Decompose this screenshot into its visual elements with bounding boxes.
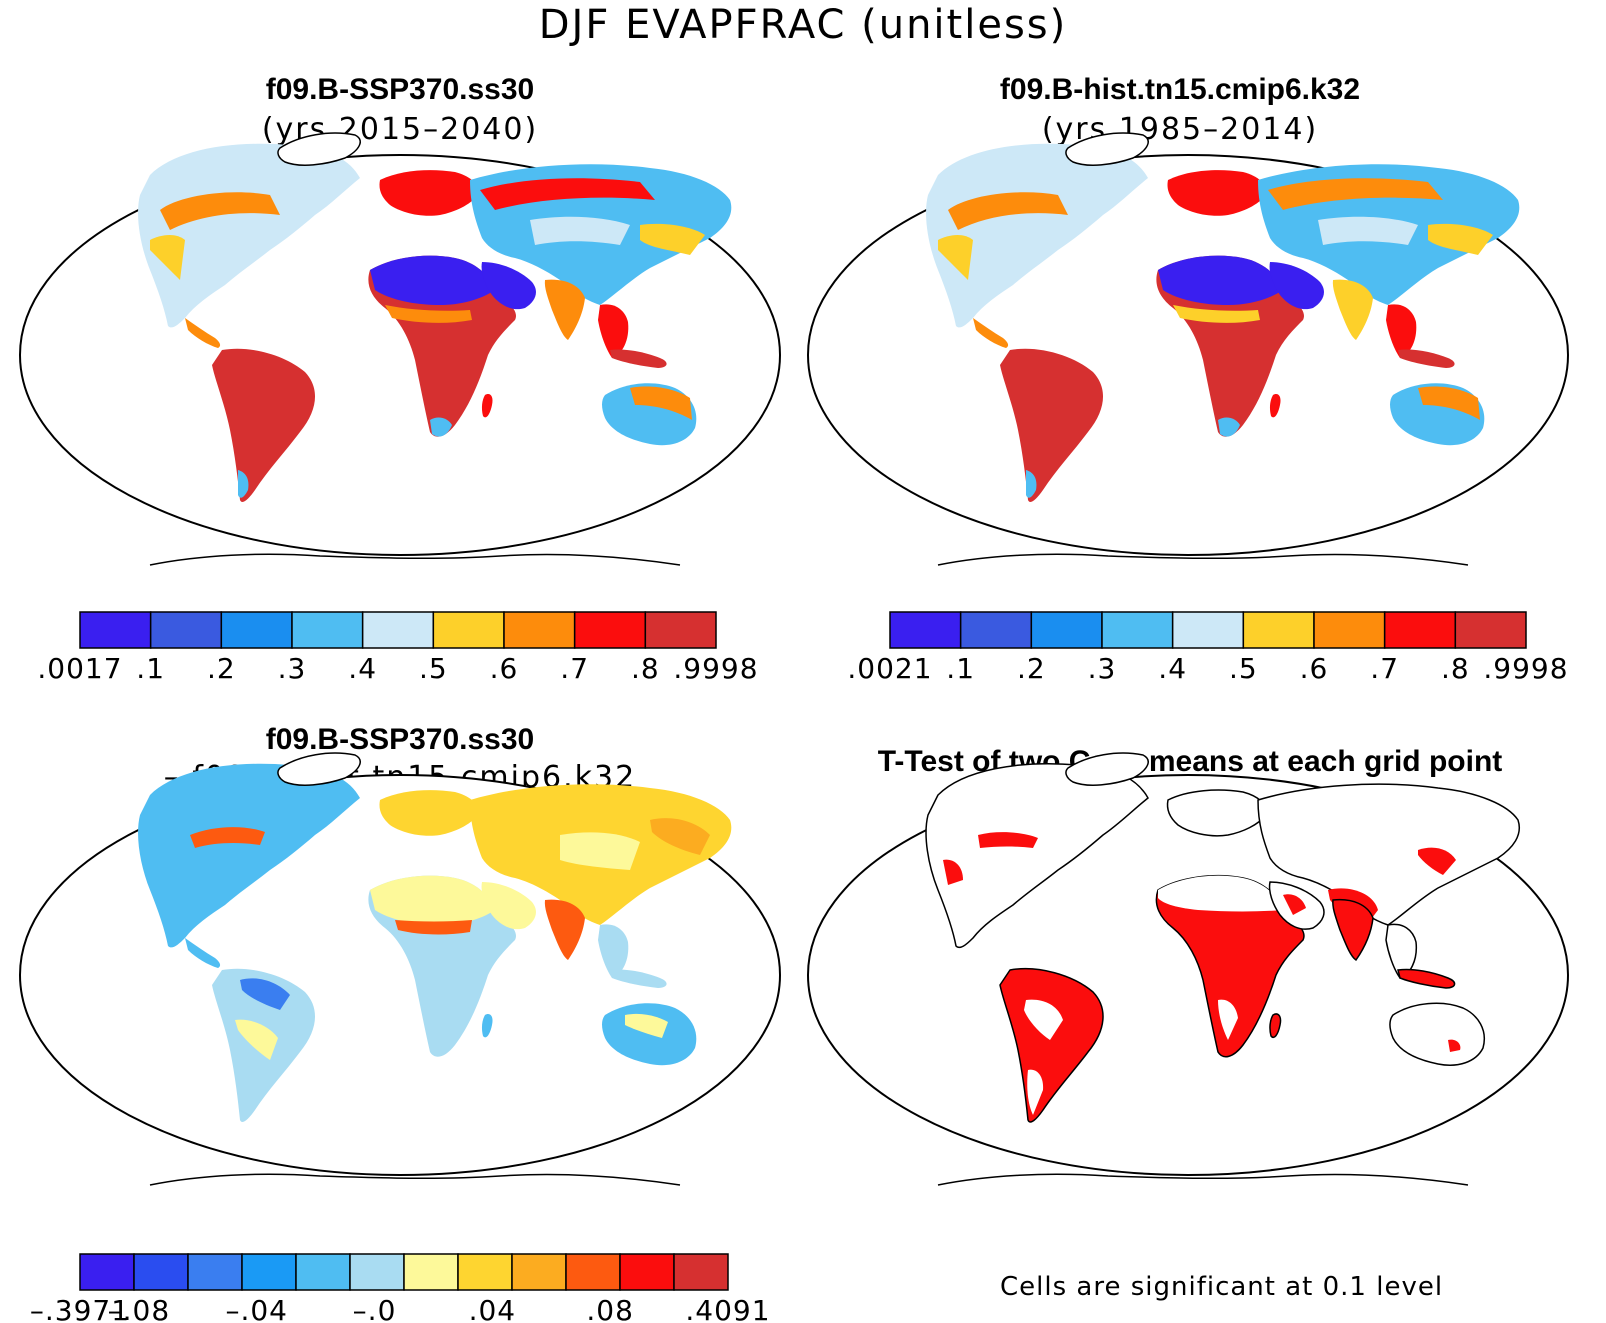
colorbar-tick-label: .3 bbox=[1088, 652, 1117, 685]
colorbar-swatch bbox=[291, 611, 364, 649]
map-panel-hist bbox=[807, 132, 1569, 566]
colorbar-swatch bbox=[619, 1253, 675, 1291]
colorbar-tick-label: .0021 bbox=[847, 652, 932, 685]
colorbar-tick-label: .5 bbox=[1229, 652, 1258, 685]
colorbar-tick-label: .8 bbox=[1441, 652, 1470, 685]
panel-2-title: f09.B-hist.tn15.cmip6.k32 bbox=[999, 73, 1361, 106]
colorbar-swatch bbox=[432, 611, 505, 649]
colorbar-swatch bbox=[1242, 611, 1315, 649]
colorbar-tick-label: .0017 bbox=[37, 652, 122, 685]
colorbar-tick-label: .2 bbox=[1017, 652, 1046, 685]
colorbar-tick-label: –.3971 bbox=[30, 1294, 130, 1323]
colorbar-tick-label: –.0 bbox=[353, 1294, 397, 1323]
colorbar-swatch bbox=[673, 1253, 729, 1291]
colorbar-swatch bbox=[959, 611, 1033, 649]
colorbar-tick-label: –.04 bbox=[225, 1294, 288, 1323]
colorbar-tick-label: .1 bbox=[136, 652, 165, 685]
colorbar-swatch bbox=[1030, 611, 1103, 649]
colorbar-swatch bbox=[149, 611, 223, 649]
colorbar-tick-label: .04 bbox=[469, 1294, 517, 1323]
colorbar-swatch bbox=[889, 611, 962, 649]
map-panel-ttest bbox=[807, 752, 1569, 1186]
significance-note: Cells are significant at 0.1 level bbox=[1000, 1272, 1444, 1302]
colorbar-swatch bbox=[1454, 611, 1527, 649]
colorbar-hist: .0021 .1 .2 .3 .4 .5 .6 .7 .8 .9998 bbox=[847, 611, 1568, 685]
colorbar-swatch bbox=[79, 611, 152, 649]
colorbar-swatch bbox=[503, 611, 576, 649]
colorbar-tick-label: .7 bbox=[1370, 652, 1399, 685]
colorbar-swatch bbox=[565, 1253, 621, 1291]
colorbar-swatch bbox=[1101, 611, 1174, 649]
colorbar-swatch bbox=[644, 611, 717, 649]
panel-3-title: f09.B-SSP370.ss30 bbox=[265, 723, 535, 756]
colorbar-swatch bbox=[187, 1253, 243, 1291]
colorbar-swatch bbox=[241, 1253, 297, 1291]
colorbar-swatch bbox=[1313, 611, 1386, 649]
colorbar-tick-label: .3 bbox=[278, 652, 307, 685]
colorbar-difference: –.3971–.08 –.04 –.0 .04 .08 .4091 bbox=[30, 1253, 770, 1323]
colorbar-tick-label: .4 bbox=[1158, 652, 1187, 685]
colorbar-swatch bbox=[361, 611, 435, 649]
colorbar-tick-label: .4091 bbox=[685, 1294, 770, 1323]
colorbar-swatch bbox=[573, 611, 647, 649]
colorbar-tick-label: .6 bbox=[1300, 652, 1329, 685]
colorbar-swatch bbox=[133, 1253, 189, 1291]
colorbar-tick-label: .2 bbox=[207, 652, 236, 685]
colorbar-swatch bbox=[403, 1253, 459, 1291]
colorbar-swatch bbox=[1383, 611, 1457, 649]
colorbar-swatch bbox=[349, 1253, 405, 1291]
colorbar-swatch bbox=[1171, 611, 1245, 649]
colorbar-tick-label: .8 bbox=[631, 652, 660, 685]
figure-title: DJF EVAPFRAC (unitless) bbox=[538, 2, 1068, 48]
colorbar-swatch bbox=[79, 1253, 135, 1291]
colorbar-tick-label: .9998 bbox=[673, 652, 758, 685]
colorbar-tick-label: .1 bbox=[946, 652, 975, 685]
panel-1-title: f09.B-SSP370.ss30 bbox=[265, 73, 535, 106]
colorbar-tick-label: .6 bbox=[490, 652, 519, 685]
colorbar-swatch bbox=[295, 1253, 351, 1291]
colorbar-swatch bbox=[511, 1253, 567, 1291]
colorbar-tick-label: .4 bbox=[348, 652, 377, 685]
map-panel-ssp370 bbox=[19, 132, 781, 566]
colorbar-swatch bbox=[220, 611, 293, 649]
colorbar-swatch bbox=[457, 1253, 513, 1291]
colorbar-tick-label: .5 bbox=[419, 652, 448, 685]
colorbar-tick-label: –.08 bbox=[108, 1294, 171, 1323]
colorbar-tick-label: .7 bbox=[560, 652, 589, 685]
colorbar-ssp370: .0017 .1 .2 .3 .4 .5 .6 .7 .8 .9998 bbox=[37, 611, 758, 685]
colorbar-tick-label: .08 bbox=[586, 1294, 634, 1323]
colorbar-tick-label: .9998 bbox=[1483, 652, 1568, 685]
map-panel-difference bbox=[19, 752, 781, 1186]
